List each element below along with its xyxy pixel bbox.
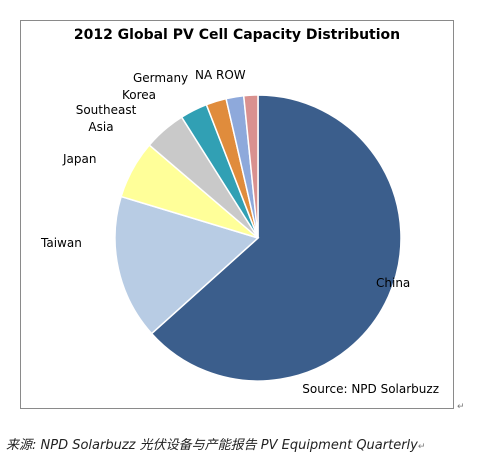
slice-label-na: NA (195, 68, 213, 82)
chart-title: 2012 Global PV Cell Capacity Distributio… (73, 27, 401, 43)
chart-frame: 2012 Global PV Cell Capacity Distributio… (20, 20, 454, 409)
slice-label-taiwan: Taiwan (40, 236, 82, 250)
pie-slice-row (242, 94, 259, 239)
source-note: Source: NPD Solarbuzz (302, 382, 439, 396)
pie-slice-china (150, 94, 402, 382)
slice-label-korea: Korea (122, 88, 156, 102)
slice-label-china: China (376, 276, 410, 290)
slice-label-southeast-asia: Southeast Asia (76, 103, 137, 134)
slice-label-row: ROW (216, 68, 246, 82)
slice-label-japan: Japan (62, 152, 96, 166)
caption-text: 来源: NPD Solarbuzz 光伏设备与产能报告 PV Equipment… (6, 438, 418, 453)
paragraph-mark-icon: ↵ (457, 402, 465, 412)
figure-caption: 来源: NPD Solarbuzz 光伏设备与产能报告 PV Equipment… (6, 434, 425, 453)
caption-paragraph-mark-icon: ↵ (417, 442, 426, 452)
pie-slice-taiwan (114, 195, 260, 335)
slice-label-germany: Germany (133, 71, 188, 85)
